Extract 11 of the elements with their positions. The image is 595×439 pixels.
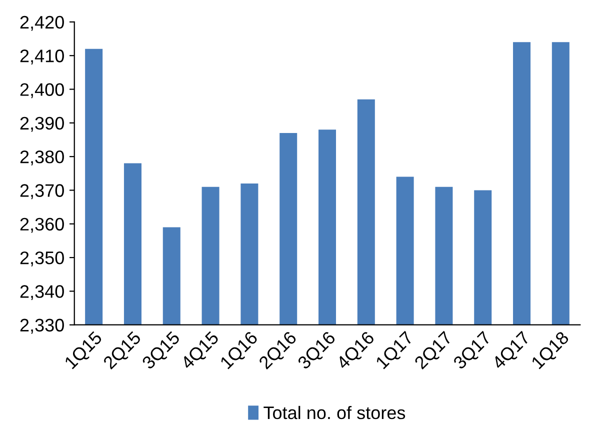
y-tick-label: 2,370 bbox=[20, 184, 64, 200]
y-tick-label: 2,420 bbox=[20, 16, 64, 31]
legend-label: Total no. of stores bbox=[264, 406, 406, 420]
y-tick-label: 2,390 bbox=[20, 116, 64, 132]
y-tick-label: 2,400 bbox=[20, 83, 64, 98]
y-tick-label: 2,360 bbox=[20, 218, 64, 233]
y-tick-label: 2,410 bbox=[20, 50, 64, 64]
y-tick-label: 2,340 bbox=[20, 285, 64, 300]
y-tick-label: 2,380 bbox=[20, 150, 64, 166]
y-tick-label: 2,350 bbox=[20, 251, 64, 266]
y-tick-label: 2,330 bbox=[20, 318, 64, 334]
